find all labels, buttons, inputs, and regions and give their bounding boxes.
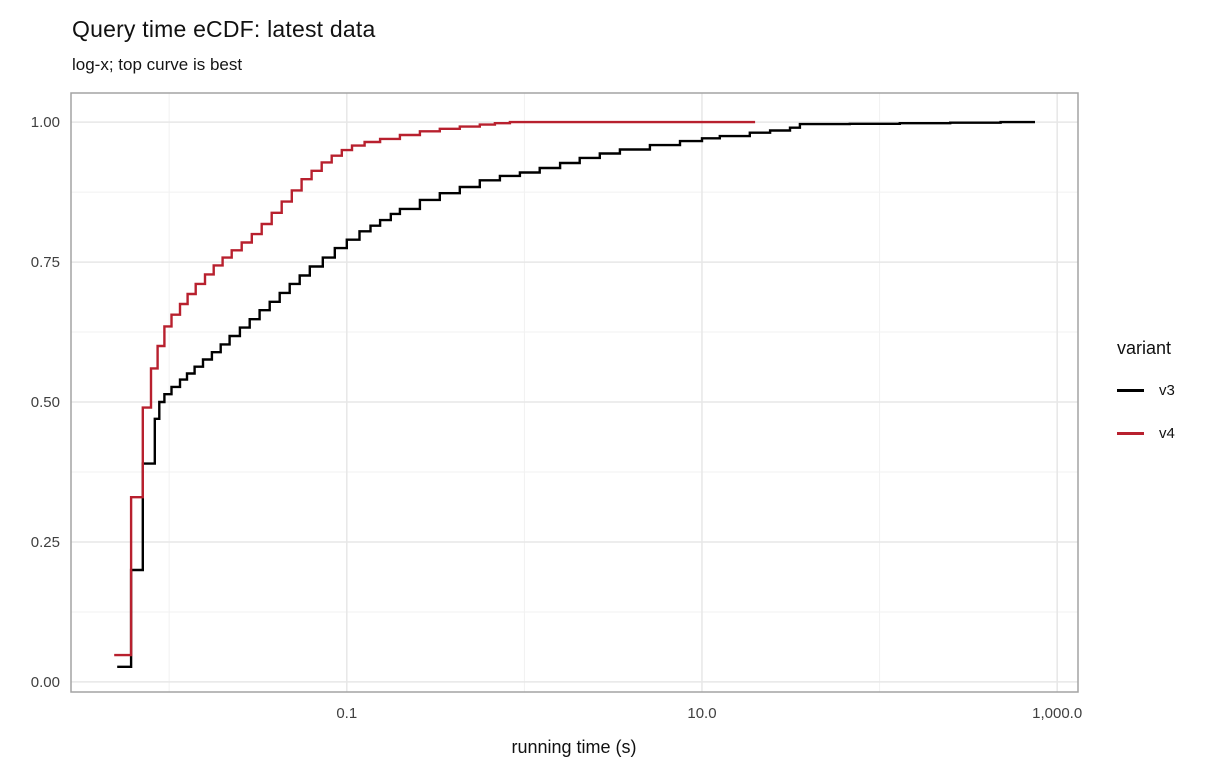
series-line-v4 — [114, 120, 756, 657]
legend-entry-v3: v3 — [1117, 369, 1175, 412]
x-tick-label: 0.1 — [336, 705, 357, 722]
legend-key-line-v3 — [1117, 389, 1144, 392]
legend-key-line-v4 — [1117, 432, 1144, 435]
legend-label: v4 — [1159, 425, 1175, 442]
minor-gridlines — [71, 93, 1078, 692]
panel-border — [70, 92, 1079, 693]
legend: variant v3 v4 — [1117, 338, 1175, 455]
chart-subtitle: log-x; top curve is best — [72, 55, 243, 74]
y-tick-label: 0.75 — [31, 254, 60, 271]
major-gridlines — [71, 93, 1078, 692]
series-lines — [114, 120, 1035, 668]
x-tick-label: 10.0 — [687, 705, 716, 722]
y-tick-label: 1.00 — [31, 114, 60, 131]
chart-title: Query time eCDF: latest data — [72, 16, 376, 42]
x-axis-title: running time (s) — [511, 737, 636, 757]
y-tick-label: 0.00 — [31, 674, 60, 691]
y-axis-tick-labels: 0.00 0.25 0.50 0.75 1.00 — [31, 114, 60, 691]
y-tick-label: 0.25 — [31, 534, 60, 551]
legend-label: v3 — [1159, 382, 1175, 399]
series-line-v3 — [117, 120, 1035, 668]
legend-entry-v4: v4 — [1117, 412, 1175, 455]
legend-entries: v3 v4 — [1117, 369, 1175, 455]
x-axis-tick-labels: 0.1 10.0 1,000.0 — [336, 705, 1082, 722]
y-tick-label: 0.50 — [31, 394, 60, 411]
legend-title: variant — [1117, 338, 1172, 358]
x-tick-label: 1,000.0 — [1032, 705, 1082, 722]
